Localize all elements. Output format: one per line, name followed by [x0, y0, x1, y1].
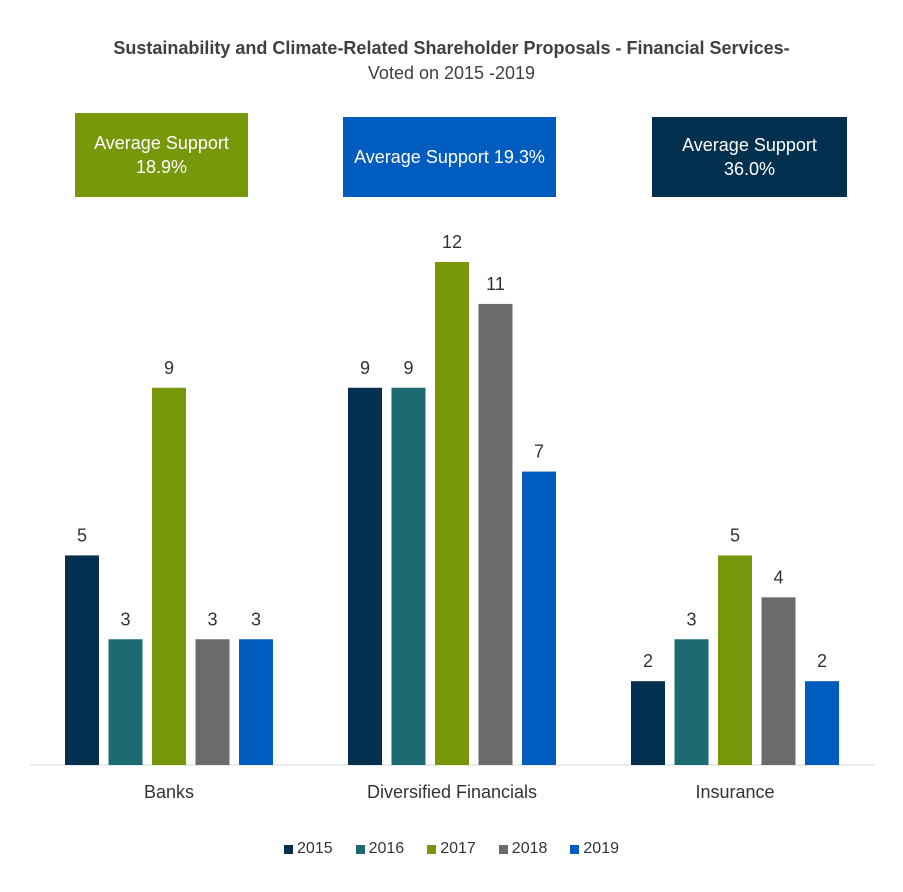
category-label: Insurance [695, 782, 774, 802]
data-label: 3 [686, 609, 696, 629]
data-label: 3 [251, 609, 261, 629]
bar-2016-banks [108, 639, 143, 765]
legend-swatch [498, 844, 508, 854]
data-label: 3 [207, 609, 217, 629]
bar-2017-diversified-financials [435, 262, 469, 765]
data-label: 9 [360, 358, 370, 378]
insurance-average-support-box: Average Support 36.0% [652, 117, 847, 197]
banks-average-support-box: Average Support 18.9% [75, 113, 248, 197]
bar-2018-insurance [761, 597, 796, 765]
bar-2015-banks [65, 555, 99, 765]
bar-2019-banks [239, 639, 273, 765]
legend-label: 2017 [440, 840, 476, 857]
data-label: 9 [164, 358, 174, 378]
legend-label: 2018 [511, 840, 548, 857]
legend-label: 2015 [297, 840, 333, 857]
data-label: 3 [120, 609, 130, 629]
bar-2019-insurance [805, 681, 839, 765]
category-label: Diversified Financials [367, 782, 537, 802]
bar-2017-insurance [718, 555, 752, 765]
bar-2015-insurance [631, 681, 665, 765]
data-label: 9 [403, 358, 413, 378]
chart-title-block: Sustainability and Climate-Related Share… [0, 38, 903, 84]
bar-2018-diversified-financials [478, 303, 513, 765]
diversified-financials-average-support-text: Average Support 19.3% [354, 147, 545, 167]
bar-2016-diversified-financials [391, 387, 426, 765]
data-label: 11 [486, 274, 505, 294]
legend-item: 2019 [570, 840, 619, 858]
chart-title: Sustainability and Climate-Related Share… [113, 38, 790, 58]
legend-item: 2015 [284, 840, 333, 858]
chart-legend: 2015 2016 2017 2018 2019 [0, 840, 903, 858]
bar-2018-banks [195, 639, 230, 765]
data-label: 5 [77, 525, 87, 545]
data-label: 12 [442, 232, 462, 252]
bar-chart: 5 3 9 3 3 Banks 9 9 12 11 7 Diversified Financials 2… [30, 232, 875, 802]
legend-item: 2017 [427, 840, 476, 858]
legend-label: 2019 [583, 840, 619, 857]
legend-item: 2018 [498, 840, 548, 858]
bar-2016-insurance [674, 639, 709, 765]
legend-item: 2016 [355, 840, 405, 858]
data-label: 7 [534, 442, 544, 462]
chart-subtitle: Voted on 2015 -2019 [367, 63, 536, 83]
category-label: Banks [144, 782, 194, 802]
legend-swatch [570, 844, 580, 854]
legend-swatch [355, 844, 365, 854]
legend-label: 2016 [368, 840, 405, 857]
data-label: 2 [817, 651, 827, 671]
legend-swatch [284, 844, 294, 854]
bar-2017-banks [152, 387, 186, 765]
bar-2019-diversified-financials [522, 471, 556, 765]
data-label: 2 [643, 651, 653, 671]
data-label: 4 [773, 567, 783, 587]
insurance-average-support-text: Average Support 36.0% [682, 135, 817, 179]
banks-average-support-text: Average Support 18.9% [94, 133, 229, 177]
bar-2015-diversified-financials [348, 387, 382, 765]
data-label: 5 [730, 525, 740, 545]
legend-swatch [427, 844, 437, 854]
diversified-financials-average-support-box: Average Support 19.3% [343, 117, 556, 197]
